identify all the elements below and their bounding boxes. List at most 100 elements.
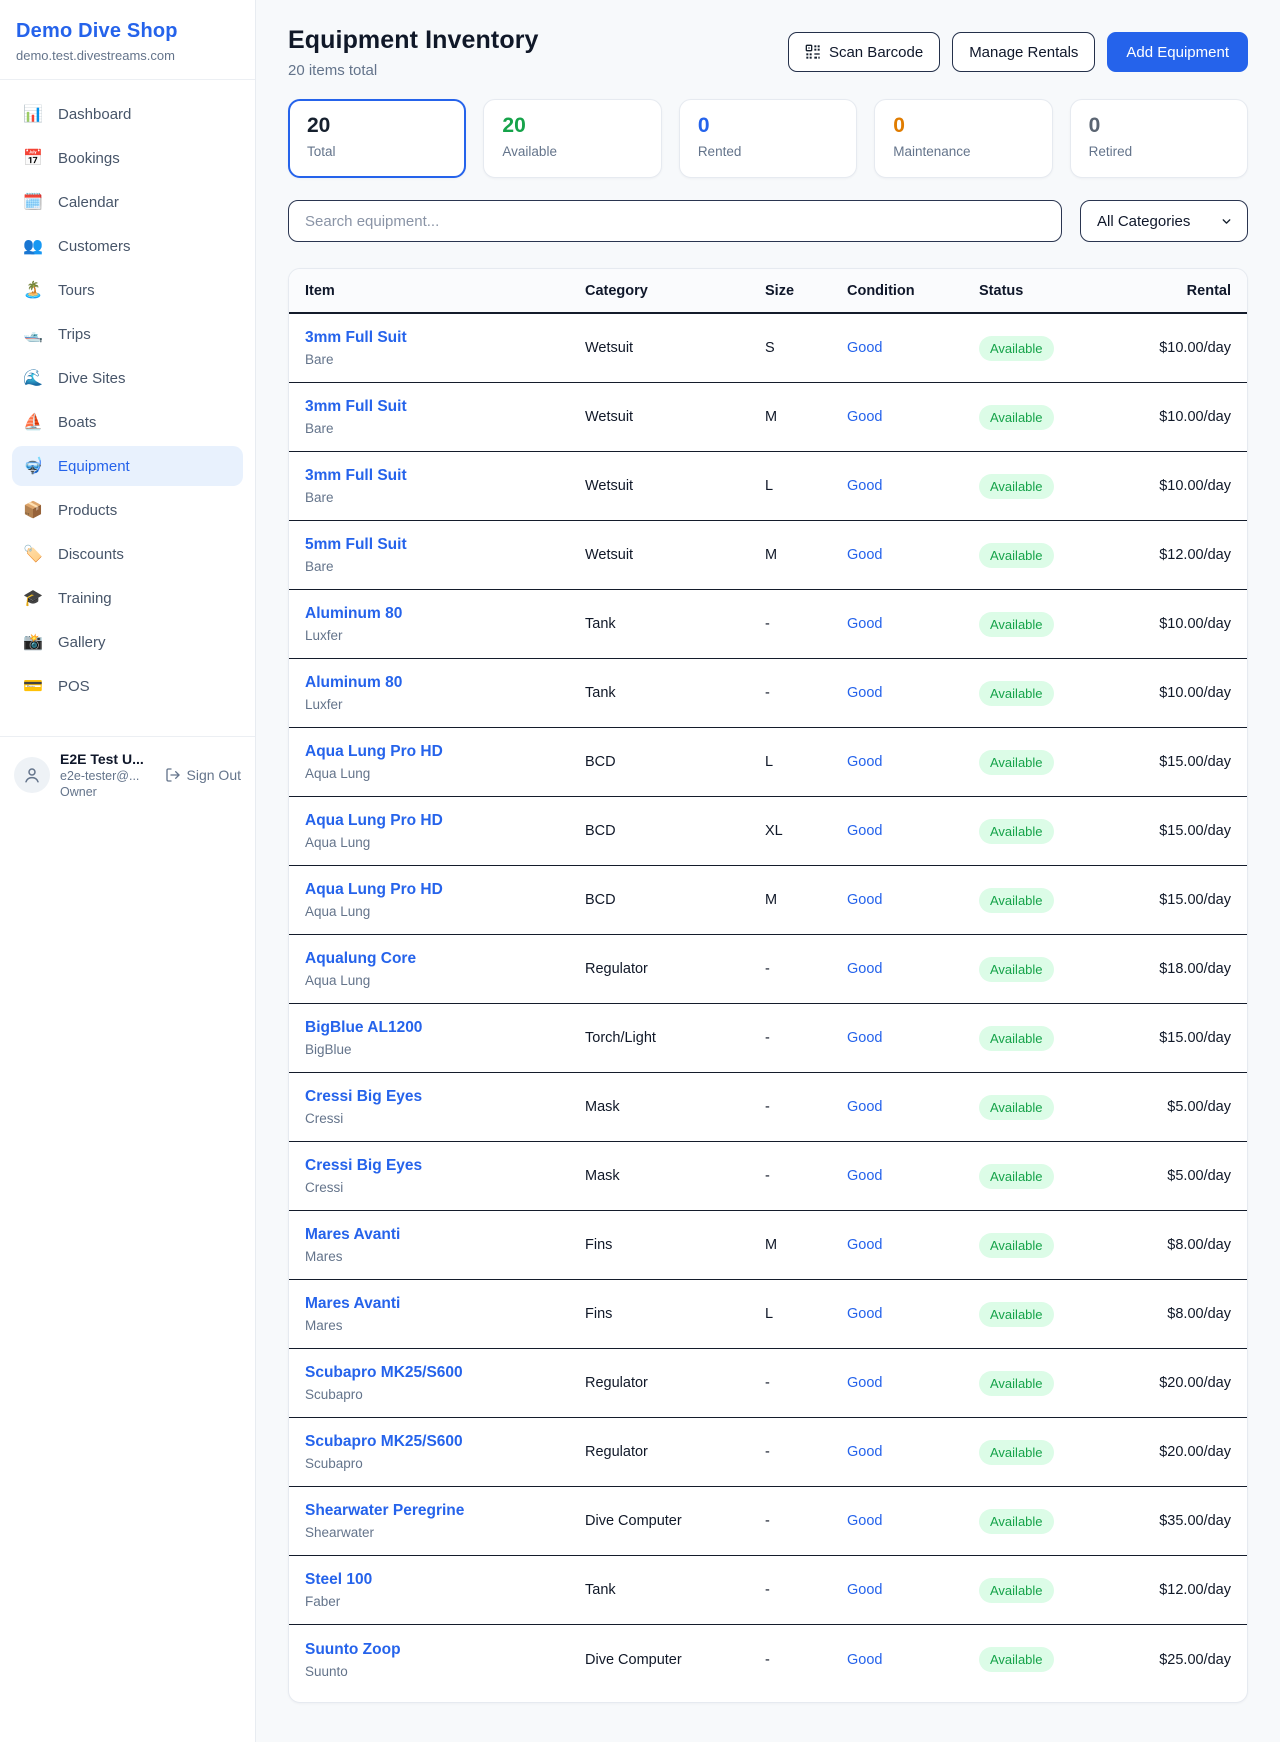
- equipment-name-link[interactable]: Steel 100: [305, 1571, 373, 1588]
- rental-cell: $15.00/day: [1159, 823, 1231, 839]
- table-row: Aqualung Core Aqua Lung Regulator - Good…: [289, 935, 1247, 1004]
- sidebar-item-training[interactable]: 🎓 Training: [23, 589, 112, 608]
- avatar: [14, 757, 50, 793]
- sidebar-item-discounts[interactable]: 🏷️ Discounts: [23, 545, 124, 564]
- condition-link[interactable]: Good: [847, 1099, 883, 1115]
- condition-link[interactable]: Good: [847, 1513, 883, 1529]
- sidebar-item-equipment[interactable]: 🤿 Equipment: [12, 446, 243, 486]
- category-cell: Dive Computer: [585, 1513, 682, 1529]
- status-cell: Available: [979, 818, 1109, 844]
- equipment-name-link[interactable]: Aqua Lung Pro HD: [305, 812, 443, 829]
- equipment-name-link[interactable]: 3mm Full Suit: [305, 467, 407, 484]
- sidebar-item-pos[interactable]: 💳 POS: [23, 677, 90, 696]
- category-cell: Tank: [585, 685, 616, 701]
- item-cell: 3mm Full Suit Bare: [305, 467, 585, 505]
- equipment-name-link[interactable]: Cressi Big Eyes: [305, 1088, 423, 1105]
- equipment-brand: Scubapro: [305, 1387, 363, 1402]
- equipment-name-link[interactable]: Suunto Zoop: [305, 1640, 401, 1658]
- item-cell: Scubapro MK25/S600 Scubapro: [305, 1364, 585, 1402]
- sidebar-item-boats[interactable]: ⛵ Boats: [23, 413, 97, 432]
- search-input[interactable]: [288, 200, 1062, 242]
- condition-link[interactable]: Good: [847, 409, 883, 425]
- rental-cell: $10.00/day: [1159, 409, 1231, 425]
- condition-link[interactable]: Good: [847, 1168, 883, 1184]
- condition-link[interactable]: Good: [847, 823, 883, 839]
- equipment-name-link[interactable]: Mares Avanti: [305, 1226, 401, 1243]
- stat-label: Rented: [697, 144, 742, 159]
- rental-cell: $20.00/day: [1159, 1444, 1231, 1460]
- condition-link[interactable]: Good: [847, 478, 883, 494]
- equipment-name-link[interactable]: Scubapro MK25/S600: [305, 1433, 463, 1450]
- condition-link[interactable]: Good: [847, 1582, 883, 1598]
- category-cell: Fins: [585, 1237, 613, 1253]
- sidebar-item-products[interactable]: 📦 Products: [23, 501, 118, 520]
- condition-link[interactable]: Good: [847, 1444, 883, 1460]
- condition-link[interactable]: Good: [847, 1237, 883, 1253]
- equipment-name-link[interactable]: Aqualung Core: [305, 950, 417, 967]
- category-cell: Torch/Light: [585, 1030, 656, 1046]
- item-cell: Cressi Big Eyes Cressi: [305, 1088, 585, 1126]
- rental-cell: $8.00/day: [1167, 1306, 1231, 1322]
- sidebar-item-dive-sites[interactable]: 🌊 Dive Sites: [23, 369, 126, 388]
- sidebar-item-customers[interactable]: 👥 Customers: [23, 237, 131, 256]
- equipment-name-link[interactable]: BigBlue AL1200: [305, 1019, 423, 1036]
- category-select[interactable]: All Categories: [1080, 200, 1248, 242]
- condition-link[interactable]: Good: [847, 1306, 883, 1322]
- equipment-icon: 🤿: [23, 458, 43, 475]
- table-row: Scubapro MK25/S600 Scubapro Regulator - …: [289, 1349, 1247, 1418]
- stat-card-retired[interactable]: 0 Retired: [1069, 99, 1249, 178]
- calendar-icon: 🗓️: [23, 194, 43, 211]
- equipment-name-link[interactable]: Shearwater Peregrine: [305, 1502, 465, 1519]
- status-cell: Available: [979, 1647, 1109, 1672]
- condition-link[interactable]: Good: [847, 1030, 883, 1046]
- add-equipment-button[interactable]: Add Equipment: [1107, 32, 1248, 72]
- condition-link[interactable]: Good: [847, 754, 883, 770]
- column-header-item: Item: [305, 282, 335, 299]
- equipment-name-link[interactable]: Aqua Lung Pro HD: [305, 881, 443, 898]
- size-cell: -: [765, 1168, 770, 1184]
- equipment-name-link[interactable]: Aluminum 80: [305, 674, 403, 691]
- scan-barcode-button[interactable]: Scan Barcode: [787, 32, 941, 72]
- stat-card-rented[interactable]: 0 Rented: [678, 99, 858, 178]
- shop-name[interactable]: Demo Dive Shop: [16, 20, 178, 42]
- stat-card-available[interactable]: 20 Available: [483, 99, 662, 178]
- stat-card-maintenance[interactable]: 0 Maintenance: [874, 99, 1053, 178]
- sign-out-button[interactable]: Sign Out: [165, 767, 241, 783]
- equipment-name-link[interactable]: Mares Avanti: [305, 1295, 401, 1312]
- condition-link[interactable]: Good: [847, 685, 883, 701]
- condition-link[interactable]: Good: [847, 892, 883, 908]
- equipment-name-link[interactable]: 3mm Full Suit: [305, 329, 407, 346]
- condition-link[interactable]: Good: [847, 1651, 883, 1668]
- condition-link[interactable]: Good: [847, 340, 883, 356]
- equipment-brand: Scubapro: [305, 1456, 363, 1471]
- stat-card-total[interactable]: 20 Total: [288, 99, 467, 178]
- sidebar-item-trips[interactable]: 🛥️ Trips: [23, 325, 91, 344]
- rental-cell: $8.00/day: [1167, 1237, 1231, 1253]
- condition-link[interactable]: Good: [847, 961, 883, 977]
- status-badge: Available: [979, 1163, 1054, 1189]
- sidebar-item-tours[interactable]: 🏝️ Tours: [23, 281, 95, 300]
- brand-block: Demo Dive Shop demo.test.divestreams.com: [0, 0, 255, 80]
- equipment-brand: Bare: [305, 421, 334, 436]
- equipment-name-link[interactable]: Scubapro MK25/S600: [305, 1364, 463, 1381]
- dive-sites-icon: 🌊: [23, 370, 43, 387]
- equipment-name-link[interactable]: Aluminum 80: [305, 605, 403, 622]
- condition-link[interactable]: Good: [847, 616, 883, 632]
- condition-link[interactable]: Good: [847, 1375, 883, 1391]
- sidebar-item-calendar[interactable]: 🗓️ Calendar: [23, 193, 119, 212]
- sidebar-item-bookings[interactable]: 📅 Bookings: [23, 149, 120, 168]
- table-row: BigBlue AL1200 BigBlue Torch/Light - Goo…: [289, 1004, 1247, 1073]
- equipment-name-link[interactable]: Cressi Big Eyes: [305, 1157, 423, 1174]
- manage-rentals-button[interactable]: Manage Rentals: [952, 32, 1096, 72]
- equipment-name-link[interactable]: 5mm Full Suit: [305, 536, 407, 553]
- status-cell: Available: [979, 1163, 1109, 1189]
- condition-link[interactable]: Good: [847, 547, 883, 563]
- status-cell: Available: [979, 542, 1109, 568]
- equipment-name-link[interactable]: Aqua Lung Pro HD: [305, 743, 443, 760]
- sidebar-item-dashboard[interactable]: 📊 Dashboard: [23, 105, 132, 124]
- equipment-name-link[interactable]: 3mm Full Suit: [305, 398, 407, 415]
- sidebar-item-gallery[interactable]: 📸 Gallery: [23, 633, 106, 652]
- equipment-brand: Bare: [305, 490, 334, 505]
- sidebar-nav: 📊 Dashboard 📅 Bookings 🗓️ Calendar 👥 Cus…: [0, 80, 255, 724]
- gallery-icon: 📸: [23, 634, 43, 651]
